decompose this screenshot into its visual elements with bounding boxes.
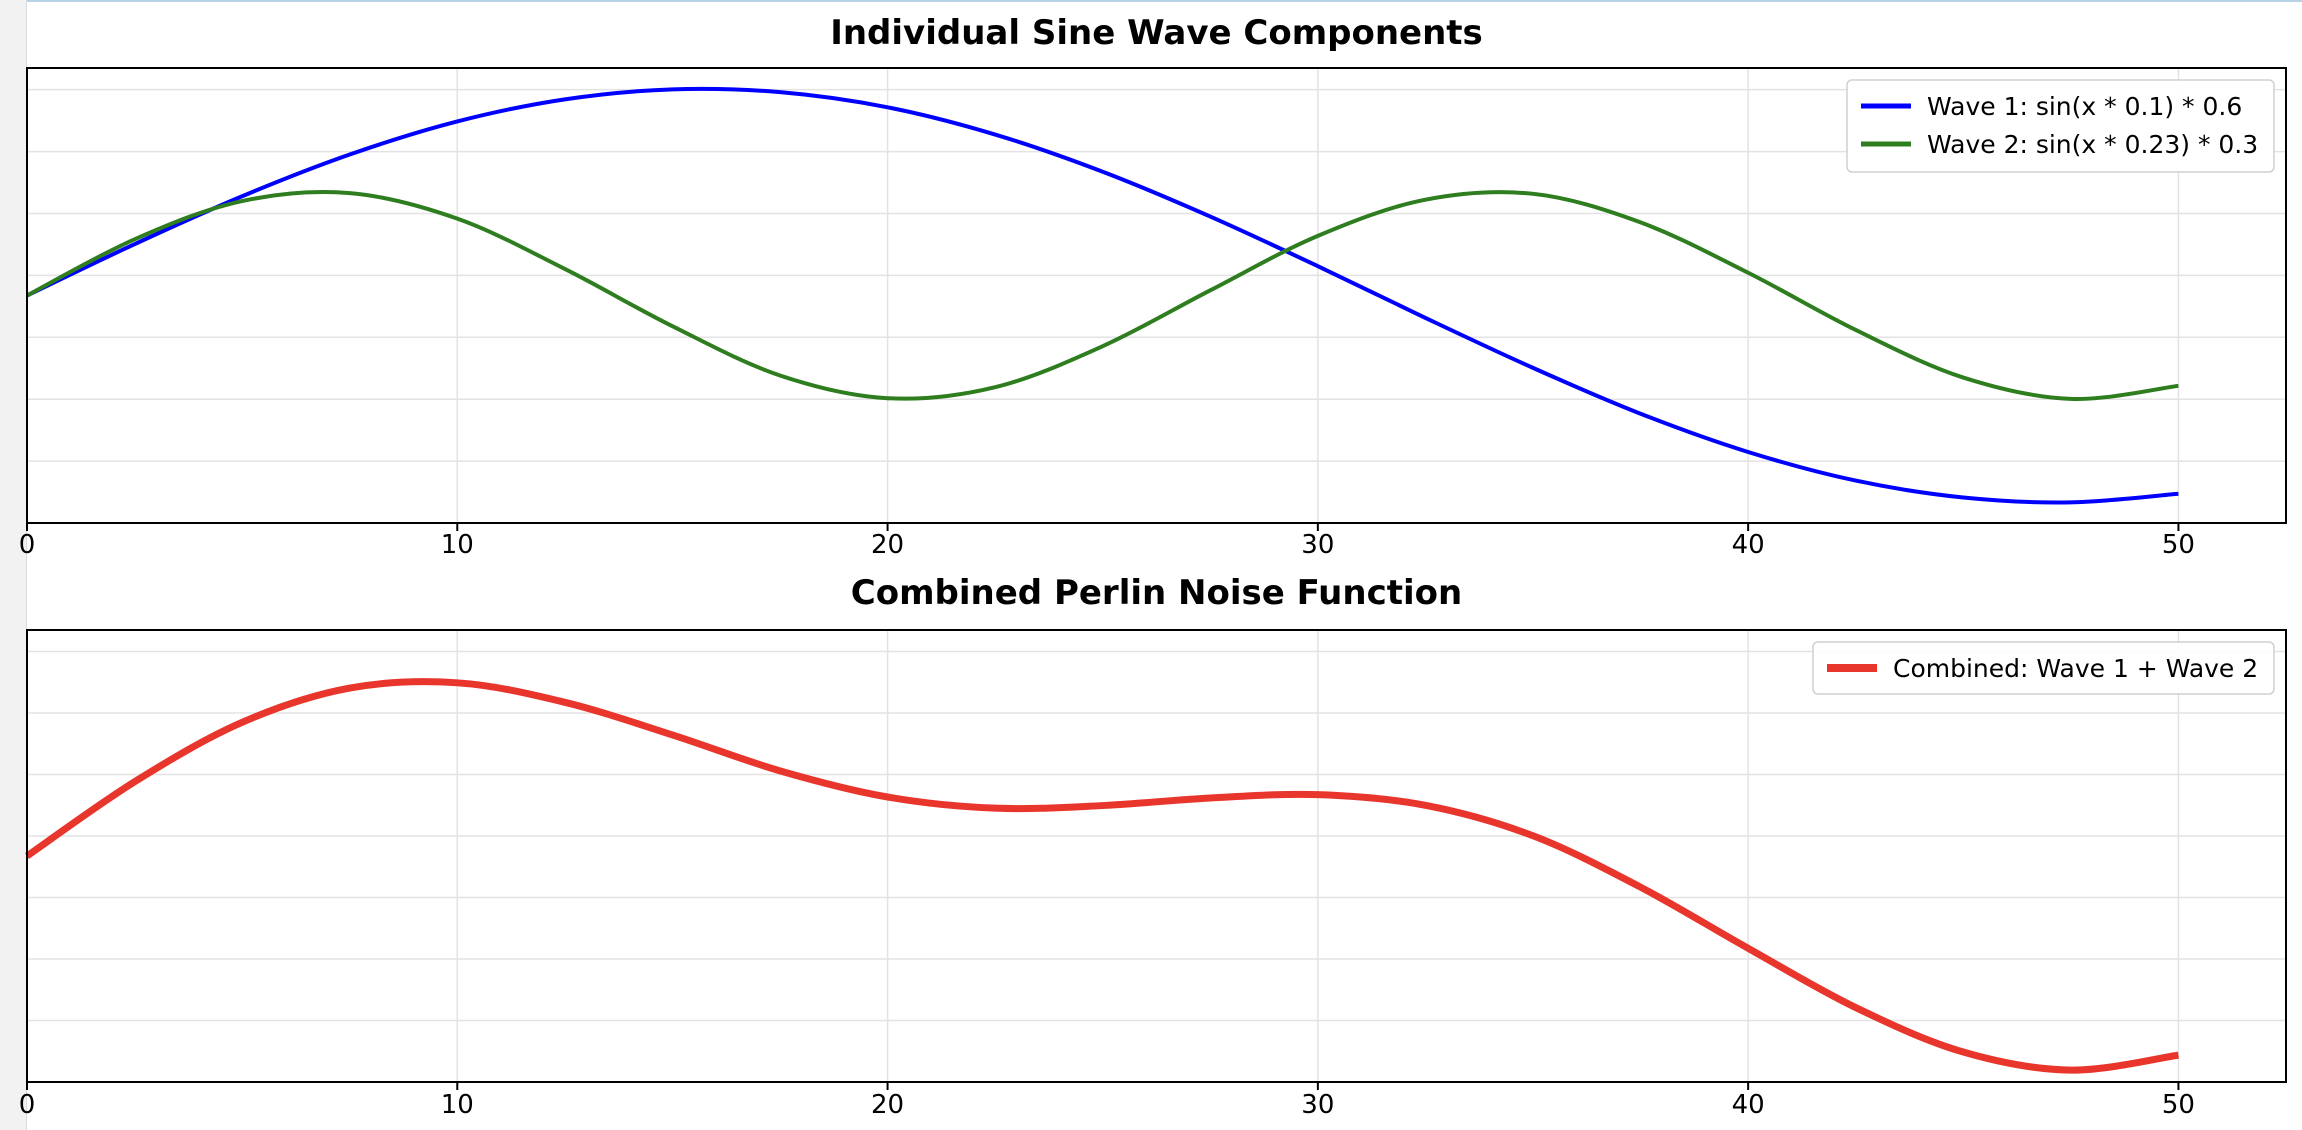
left-scroll-strip <box>0 0 27 1130</box>
x-tick-label: 30 <box>1301 1090 1334 1120</box>
chart-panel-2: Combined Perlin Noise Function 0 10 20 30 40 5… <box>19 573 2287 1120</box>
x-tick-label: 0 <box>19 1090 36 1120</box>
x-tick-label: 40 <box>1732 1090 1765 1120</box>
chart-title: Individual Sine Wave Components <box>830 13 1483 53</box>
chart-title: Combined Perlin Noise Function <box>851 573 1462 613</box>
legend-box <box>1846 79 2275 173</box>
x-tick-label: 40 <box>1732 530 1765 560</box>
x-tick-label: 50 <box>2162 530 2195 560</box>
legend-label: Combined: Wave 1 + Wave 2 <box>1893 654 2258 683</box>
series-line-2 <box>26 190 2179 401</box>
plot-frame <box>26 67 2287 524</box>
series-line-1 <box>25 678 2179 1074</box>
top-border-line <box>0 0 2302 2</box>
x-tick-label: 20 <box>871 1090 904 1120</box>
x-tick-label: 50 <box>2162 1090 2195 1120</box>
plot-frame <box>26 629 2287 1083</box>
x-tick-label: 20 <box>871 530 904 560</box>
series-line-1 <box>26 86 2179 505</box>
legend-label: Wave 2: sin(x * 0.23) * 0.3 <box>1927 130 2258 159</box>
chart-panel-1: Individual Sine Wave Components 0 10 20 30 40… <box>19 13 2287 560</box>
x-tick-label: 10 <box>441 1090 474 1120</box>
x-tick-label: 0 <box>19 530 36 560</box>
legend-label: Wave 1: sin(x * 0.1) * 0.6 <box>1927 92 2242 121</box>
legend-box <box>1812 641 2275 695</box>
x-tick-label: 10 <box>441 530 474 560</box>
x-tick-label: 30 <box>1301 530 1334 560</box>
